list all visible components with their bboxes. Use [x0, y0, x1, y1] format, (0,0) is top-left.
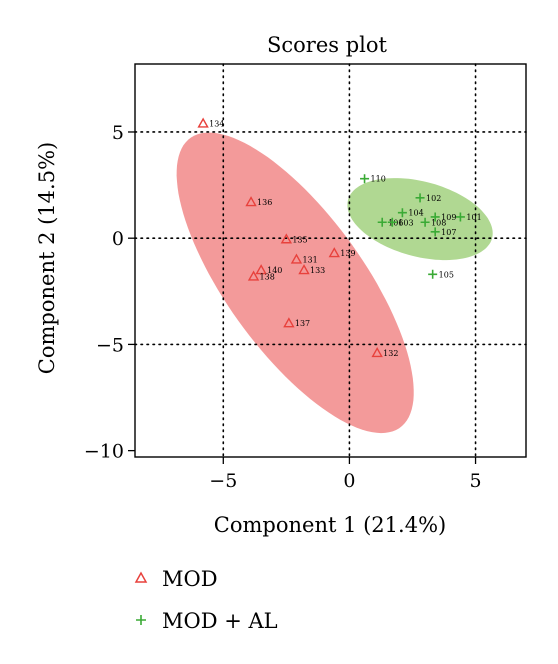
y-axis: 5 0 −5 −10	[84, 122, 135, 463]
data-point	[298, 264, 310, 275]
data-point	[420, 217, 430, 227]
legend: MOD MOD + AL	[134, 567, 278, 633]
point-label: 135	[292, 235, 307, 244]
point-label: 103	[398, 218, 413, 227]
point-label: 110	[371, 175, 386, 184]
legend-marker-plus	[136, 615, 146, 625]
data-point	[371, 346, 383, 358]
point-label: 104	[408, 209, 423, 218]
ellipse-mod-al	[347, 178, 493, 261]
data-point	[430, 212, 440, 222]
data-point	[455, 212, 465, 222]
point-label: 136	[257, 198, 272, 207]
data-point	[197, 117, 209, 128]
data-point	[245, 196, 257, 207]
point-label: 102	[426, 194, 441, 203]
legend-item-mod: MOD	[134, 567, 218, 591]
series-mod: 134 136 135 131 139 140 133 138 137 132	[197, 117, 398, 358]
point-label: 109	[441, 213, 456, 222]
point-label: 107	[441, 228, 456, 237]
y-tick-label: −5	[96, 334, 124, 356]
data-point	[428, 269, 438, 279]
y-tick-label: 0	[112, 228, 124, 250]
point-label: 138	[260, 272, 275, 281]
legend-label: MOD + AL	[162, 609, 278, 633]
point-label: 139	[340, 249, 355, 258]
grid-lines	[134, 63, 527, 458]
legend-marker-triangle	[134, 571, 148, 583]
data-point	[328, 247, 340, 258]
x-tick-label: 0	[343, 470, 355, 492]
point-label: 132	[383, 349, 398, 358]
plot-frame	[134, 63, 527, 458]
legend-label: MOD	[162, 567, 218, 591]
point-label: 133	[310, 266, 325, 275]
point-label: 105	[439, 270, 454, 279]
x-axis-title: Component 1 (21.4%)	[214, 513, 446, 537]
data-point	[255, 264, 267, 275]
data-point	[397, 208, 407, 218]
data-point	[360, 174, 370, 184]
point-label: 108	[431, 218, 446, 227]
data-point	[387, 217, 397, 227]
y-tick-label: 5	[112, 122, 124, 144]
data-point	[430, 227, 440, 237]
data-point	[247, 270, 260, 281]
x-tick-label: −5	[209, 470, 237, 492]
data-point	[415, 193, 425, 203]
legend-item-mod-al: MOD + AL	[136, 609, 278, 633]
chart-title: Scores plot	[267, 33, 388, 57]
ellipse-mod	[176, 132, 414, 434]
point-label: 140	[267, 266, 282, 275]
x-tick-label: 5	[470, 470, 482, 492]
point-label: 101	[466, 213, 481, 222]
data-point	[290, 253, 303, 264]
y-tick-label: −10	[84, 441, 124, 463]
point-label: 131	[302, 255, 317, 264]
x-axis: −5 0 5	[209, 457, 482, 492]
data-point	[377, 217, 387, 227]
point-label: 137	[295, 319, 310, 328]
data-point	[283, 317, 295, 328]
point-label: 134	[209, 119, 224, 128]
y-axis-title: Component 2 (14.5%)	[35, 142, 59, 374]
data-point	[280, 233, 293, 244]
